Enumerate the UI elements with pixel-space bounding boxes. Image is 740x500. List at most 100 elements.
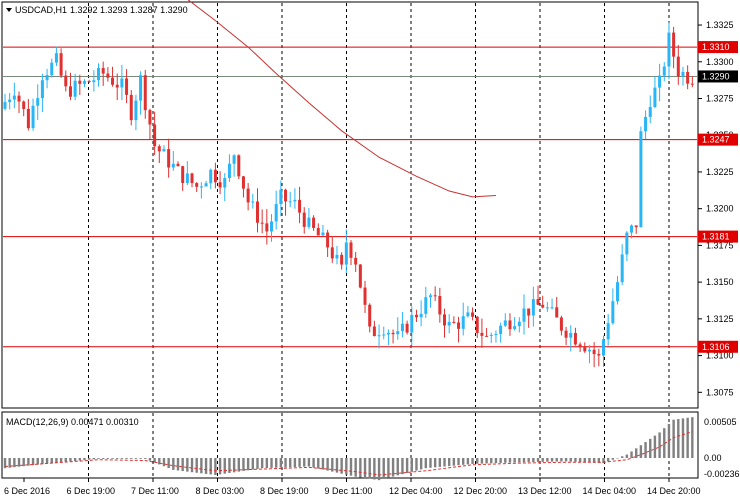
macd-bar xyxy=(87,458,91,460)
candle-bull xyxy=(489,334,493,336)
candle-bull xyxy=(466,312,470,317)
macd-bar xyxy=(494,458,498,464)
candle-bear xyxy=(354,257,358,265)
candle-bear xyxy=(176,163,180,167)
y-tick-label: 1.3075 xyxy=(706,387,734,397)
y-tick-label: 1.3275 xyxy=(706,93,734,103)
macd-bar xyxy=(27,458,30,466)
candle-bear xyxy=(527,308,531,316)
candle-bull xyxy=(8,99,12,103)
macd-bar xyxy=(447,458,451,467)
candle-bear xyxy=(64,75,68,87)
candle-bear xyxy=(167,149,171,168)
candle-bull xyxy=(461,316,465,329)
macd-bar xyxy=(377,458,381,481)
macd-bar xyxy=(293,458,297,468)
candle-bear xyxy=(143,75,147,111)
level-tag-label: 1.3310 xyxy=(702,42,730,52)
macd-bar xyxy=(200,458,203,474)
macd-bar xyxy=(405,458,409,473)
candle-bear xyxy=(443,314,447,326)
macd-bar xyxy=(438,458,442,467)
macd-bar xyxy=(209,458,212,475)
macd-bar xyxy=(274,458,278,468)
candle-bear xyxy=(676,56,680,77)
candle-bear xyxy=(129,94,133,121)
macd-plot-border xyxy=(1,411,699,479)
macd-bar xyxy=(106,458,110,459)
candle-bear xyxy=(87,81,91,83)
macd-bar xyxy=(490,458,493,464)
time-axis: 6 Dec 2016 6 Dec 19:00 7 Dec 11:00 8 Dec 03… xyxy=(4,478,701,496)
candle-bear xyxy=(634,225,638,228)
candle-bear xyxy=(433,295,437,297)
macd-bar xyxy=(630,451,633,458)
candle-bull xyxy=(630,225,634,233)
macd-bar xyxy=(172,458,175,470)
candle-bear xyxy=(508,320,512,330)
macd-bar xyxy=(223,458,226,474)
macd-bar xyxy=(111,458,114,459)
macd-bar xyxy=(289,458,292,468)
candle-bear xyxy=(578,344,582,348)
macd-bar xyxy=(120,458,124,459)
triangle-down-icon[interactable] xyxy=(6,8,12,12)
candle-bull xyxy=(396,331,400,335)
candle-bear xyxy=(592,349,596,355)
candle-bear xyxy=(326,232,330,248)
candles xyxy=(3,22,694,368)
candle-bear xyxy=(265,223,269,232)
candle-bear xyxy=(101,68,105,74)
macd-bar xyxy=(232,458,236,473)
macd-bar xyxy=(443,458,446,467)
macd-bar xyxy=(17,458,21,467)
candle-bull xyxy=(185,173,189,183)
macd-bar xyxy=(691,417,694,458)
candle-bear xyxy=(125,78,129,95)
macd-bar xyxy=(298,458,301,467)
candle-bull xyxy=(82,81,86,84)
macd-bar xyxy=(602,458,605,464)
candle-bull xyxy=(45,75,49,81)
main-plot-border xyxy=(1,1,699,409)
candle-bear xyxy=(583,347,587,352)
macd-bar xyxy=(139,458,142,459)
macd-bar xyxy=(620,456,624,458)
macd-bar xyxy=(50,458,53,464)
candle-bear xyxy=(246,188,250,203)
macd-bar xyxy=(527,458,530,463)
candle-bear xyxy=(302,212,306,227)
macd-bar xyxy=(307,458,311,467)
candle-bull xyxy=(3,102,7,109)
macd-bar xyxy=(663,428,666,458)
candle-bear xyxy=(457,322,461,329)
candle-bull xyxy=(232,155,236,164)
macd-bar xyxy=(55,458,58,463)
candle-bear xyxy=(316,227,320,236)
candle-bull xyxy=(550,307,554,309)
candle-bear xyxy=(181,166,185,183)
macd-bar xyxy=(541,458,544,462)
macd-bar xyxy=(639,445,643,458)
level-tag xyxy=(698,340,738,353)
candle-bear xyxy=(312,217,316,228)
macd-bar xyxy=(214,458,217,476)
macd-bar xyxy=(410,458,413,472)
macd-bar xyxy=(391,458,395,477)
candle-bull xyxy=(419,313,423,318)
macd-bar xyxy=(162,458,166,467)
macd-bar xyxy=(260,458,264,469)
macd-bar xyxy=(415,458,418,471)
candle-bear xyxy=(475,316,479,333)
macd-bar xyxy=(134,458,138,459)
macd-bar xyxy=(158,458,161,465)
candle-bull xyxy=(569,332,573,338)
macd-bar xyxy=(153,458,156,463)
level-tag xyxy=(698,133,738,146)
macd-bar xyxy=(672,419,675,458)
macd-bar xyxy=(303,458,306,467)
candle-bull xyxy=(321,232,325,236)
macd-bar xyxy=(644,442,647,458)
candle-bear xyxy=(536,299,540,305)
